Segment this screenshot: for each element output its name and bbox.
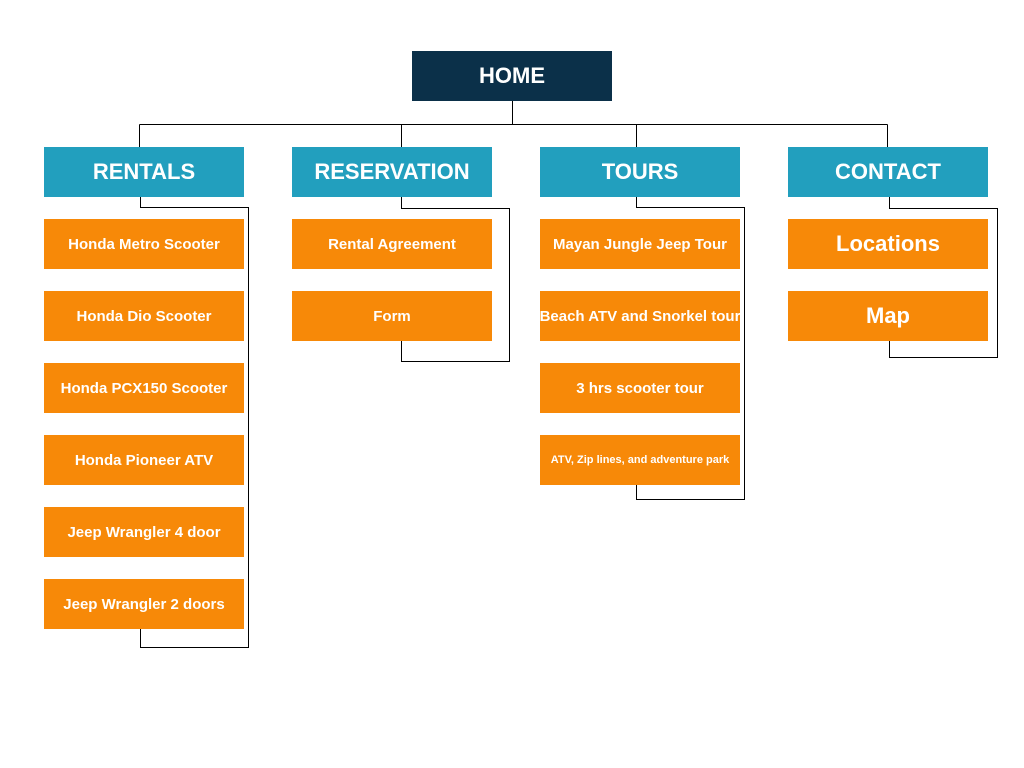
reservation-item-rental-agreement[interactable]: Rental Agreement bbox=[292, 219, 492, 269]
contact-item-locations[interactable]: Locations bbox=[788, 219, 988, 269]
contact-item-map[interactable]: Map bbox=[788, 291, 988, 341]
home-node[interactable]: HOME bbox=[412, 51, 612, 101]
rentals-bracket bbox=[140, 197, 249, 648]
rental-item-honda-dio-scooter[interactable]: Honda Dio Scooter bbox=[44, 291, 244, 341]
tour-item-3-hrs-scooter-tour[interactable]: 3 hrs scooter tour bbox=[540, 363, 740, 413]
contact-node[interactable]: CONTACT bbox=[788, 147, 988, 197]
reservation-bracket bbox=[401, 197, 510, 362]
rental-item-jeep-wrangler-2-doors[interactable]: Jeep Wrangler 2 doors bbox=[44, 579, 244, 629]
rental-item-honda-pioneer-atv[interactable]: Honda Pioneer ATV bbox=[44, 435, 244, 485]
reservation-node[interactable]: RESERVATION bbox=[292, 147, 492, 197]
tour-item-beach-atv-and-snorkel-tour[interactable]: Beach ATV and Snorkel tour bbox=[540, 291, 740, 341]
rentals-node[interactable]: RENTALS bbox=[44, 147, 244, 197]
contact-bracket bbox=[889, 197, 998, 358]
rental-item-honda-pcx150-scooter[interactable]: Honda PCX150 Scooter bbox=[44, 363, 244, 413]
reservation-item-form[interactable]: Form bbox=[292, 291, 492, 341]
rental-item-honda-metro-scooter[interactable]: Honda Metro Scooter bbox=[44, 219, 244, 269]
tours-bracket bbox=[636, 197, 745, 500]
tours-node[interactable]: TOURS bbox=[540, 147, 740, 197]
tour-item-mayan-jungle-jeep-tour[interactable]: Mayan Jungle Jeep Tour bbox=[540, 219, 740, 269]
tour-item-atv-zip-lines-adventure-park[interactable]: ATV, Zip lines, and adventure park bbox=[540, 435, 740, 485]
rental-item-jeep-wrangler-4-door[interactable]: Jeep Wrangler 4 door bbox=[44, 507, 244, 557]
